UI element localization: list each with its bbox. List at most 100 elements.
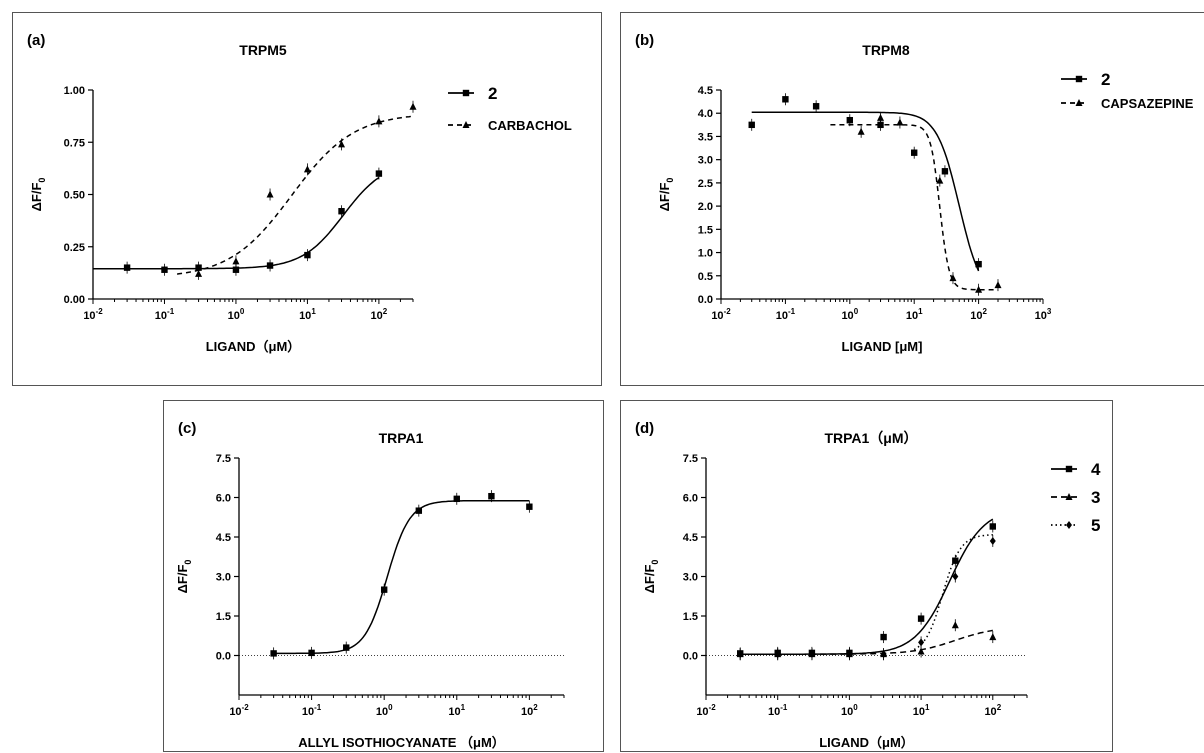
y-tick-label: 1.5 xyxy=(216,611,231,623)
legend-label: 3 xyxy=(1091,488,1100,507)
data-point xyxy=(1075,99,1083,106)
data-point xyxy=(808,650,815,659)
y-tick-label: 0.5 xyxy=(698,271,713,283)
y-tick-label: 1.5 xyxy=(698,224,713,236)
data-point xyxy=(936,176,944,184)
data-point xyxy=(415,507,423,514)
panel-c: (c) TRPA1 0.0 1.5 3.0 4.5 6.0 7.5 10-2 10-1 100 101… xyxy=(163,400,604,752)
y-tick-label: 3.5 xyxy=(698,131,713,143)
fit-curve xyxy=(751,111,980,272)
x-tick-label: 100 xyxy=(228,307,245,322)
x-tick-label: 100 xyxy=(841,307,858,322)
y-axis-label: ΔF/F0 xyxy=(175,560,193,594)
x-tick-label: 102 xyxy=(371,307,388,322)
y-tick-label: 4.5 xyxy=(698,85,713,97)
data-point xyxy=(918,638,925,647)
data-point xyxy=(975,285,983,293)
chart-trpa1-ligand: (d) TRPA1（μM） 0.0 1.5 3.0 4.5 6.0 7.5 10-2 10-1 10… xyxy=(635,420,1101,750)
data-point xyxy=(989,536,996,545)
y-tick-label: 0.0 xyxy=(683,651,698,663)
legend-label: 2 xyxy=(488,84,497,103)
y-axis-label: ΔF/F0 xyxy=(657,178,675,212)
x-axis-label: LIGAND（μM） xyxy=(819,735,914,750)
x-tick-label: 103 xyxy=(1035,307,1052,322)
x-tick-label: 101 xyxy=(448,703,465,718)
data-point xyxy=(1065,493,1073,500)
data-point xyxy=(343,644,350,651)
data-point xyxy=(774,650,781,659)
y-tick-label: 4.0 xyxy=(698,108,713,120)
panel-label: (a) xyxy=(27,32,45,49)
data-point xyxy=(161,266,168,273)
y-tick-label: 3.0 xyxy=(216,572,231,584)
y-tick-label: 0.25 xyxy=(64,242,85,254)
x-tick-label: 101 xyxy=(913,703,930,718)
data-point xyxy=(266,262,274,269)
x-tick-label: 10-1 xyxy=(776,307,796,322)
y-tick-label: 0.50 xyxy=(64,190,85,202)
x-tick-label: 10-2 xyxy=(696,703,716,718)
data-point xyxy=(375,117,383,125)
y-axis-label: ΔF/F0 xyxy=(642,560,660,594)
series-data xyxy=(270,490,533,660)
fit-curve xyxy=(740,629,993,655)
data-point xyxy=(375,170,383,177)
series-CARBACHOL xyxy=(176,100,417,280)
data-point xyxy=(846,650,853,659)
x-tick-label: 102 xyxy=(984,703,1001,718)
series-CAPSAZEPINE xyxy=(830,111,1002,296)
legend-label: 4 xyxy=(1091,460,1101,479)
data-point xyxy=(857,127,865,135)
chart-trpm5: (a) TRPM5 0.00 0.25 0.50 0.75 1.00 10-2 10-1 100 1… xyxy=(27,32,572,354)
legend-entry: CAPSAZEPINE xyxy=(1061,96,1194,111)
series-4 xyxy=(737,518,996,660)
fit-curve xyxy=(913,534,993,651)
data-point xyxy=(877,121,884,129)
data-point xyxy=(308,649,315,657)
x-tick-label: 10-2 xyxy=(711,307,731,322)
y-tick-label: 0.75 xyxy=(64,137,85,149)
y-tick-label: 7.5 xyxy=(216,453,231,465)
fit-curve xyxy=(830,124,998,291)
x-tick-label: 101 xyxy=(299,307,316,322)
legend-entry: 3 xyxy=(1051,488,1100,507)
x-tick-label: 10-1 xyxy=(155,307,175,322)
x-tick-label: 100 xyxy=(841,703,858,718)
data-point xyxy=(989,523,996,530)
data-point xyxy=(409,102,417,110)
data-point xyxy=(453,495,460,503)
y-tick-label: 3.0 xyxy=(698,155,713,167)
data-point xyxy=(911,149,918,156)
chart-title: TRPM5 xyxy=(239,42,287,58)
data-point xyxy=(737,650,744,659)
y-tick-label: 6.0 xyxy=(216,493,231,505)
data-point xyxy=(232,266,240,273)
x-tick-label: 102 xyxy=(521,703,538,718)
chart-trpm8: (b) TRPM8 0.0 0.5 1.0 1.5 2.0 2.5 3.0 3.5 4.0 4.5 10… xyxy=(635,32,1194,354)
series-2 xyxy=(93,167,383,276)
y-tick-label: 1.5 xyxy=(683,611,698,623)
data-point xyxy=(994,281,1002,289)
legend-label: CAPSAZEPINE xyxy=(1101,96,1194,111)
data-point xyxy=(1066,521,1072,529)
x-axis-label: LIGAND（μM） xyxy=(206,339,301,354)
panel-label: (c) xyxy=(178,420,196,437)
y-tick-label: 2.5 xyxy=(698,178,713,190)
y-tick-label: 1.0 xyxy=(698,248,713,260)
y-tick-label: 0.0 xyxy=(216,651,231,663)
y-tick-label: 4.5 xyxy=(216,532,231,544)
data-point xyxy=(380,586,388,593)
x-tick-label: 10-1 xyxy=(768,703,788,718)
legend-entry: 4 xyxy=(1051,460,1101,479)
panel-label: (d) xyxy=(635,420,654,437)
data-point xyxy=(975,260,982,268)
chart-title: TRPA1 xyxy=(379,430,424,446)
legend-label: CARBACHOL xyxy=(488,118,572,133)
x-tick-label: 10-2 xyxy=(83,307,103,322)
legend-label: 5 xyxy=(1091,516,1100,535)
data-point xyxy=(232,257,240,265)
x-axis-label: LIGAND [μM] xyxy=(842,339,923,354)
legend-entry: 5 xyxy=(1051,516,1100,535)
data-point xyxy=(748,121,755,129)
x-tick-label: 10-2 xyxy=(229,703,249,718)
